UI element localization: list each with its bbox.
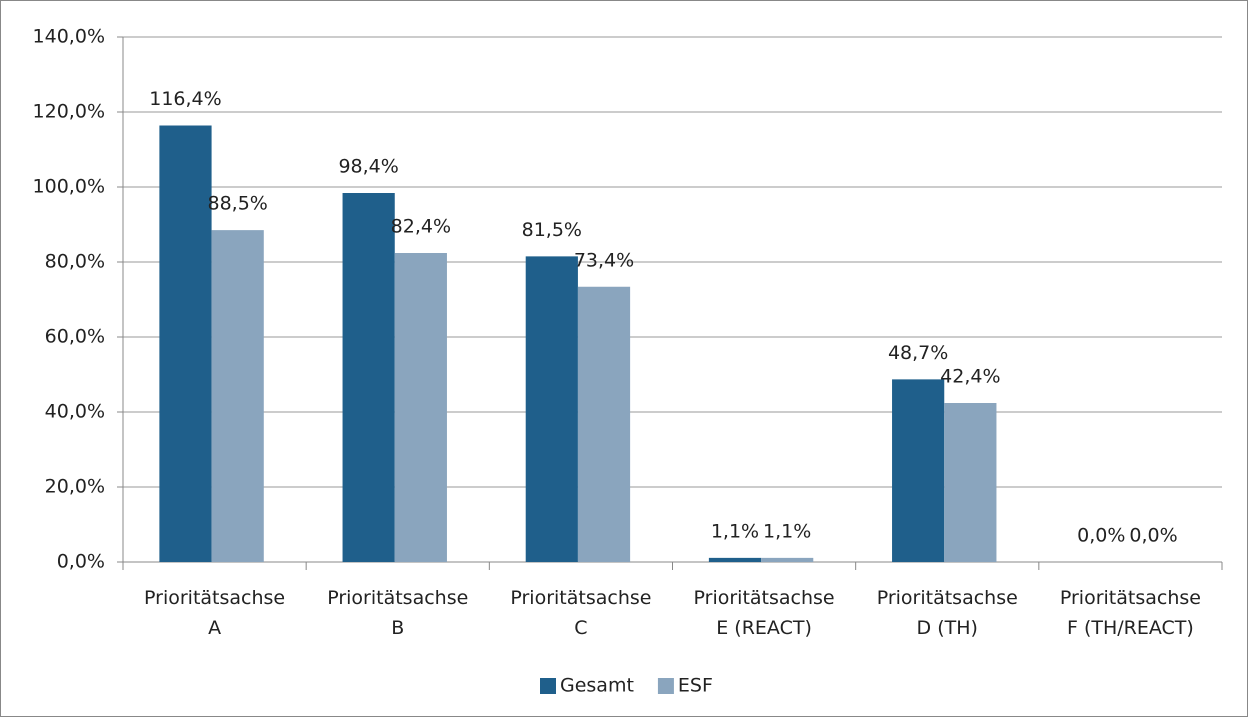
y-tick-label: 0,0% bbox=[57, 551, 105, 573]
value-label: 98,4% bbox=[338, 156, 398, 178]
value-label: 116,4% bbox=[149, 88, 221, 110]
value-label: 1,1% bbox=[763, 520, 811, 542]
value-label: 48,7% bbox=[888, 342, 948, 364]
bar bbox=[159, 125, 212, 562]
legend-swatch bbox=[657, 678, 674, 694]
x-tick-label: Prioritätsachse F (TH/REACT) bbox=[1060, 587, 1201, 639]
bar bbox=[708, 557, 762, 562]
legend-label: Gesamt bbox=[560, 675, 634, 697]
value-label: 0,0% bbox=[1077, 525, 1125, 547]
legend-swatch bbox=[540, 678, 556, 694]
bar bbox=[944, 403, 997, 562]
bar bbox=[525, 256, 578, 562]
x-tick-label: Prioritätsachse D (TH) bbox=[877, 587, 1018, 639]
bar bbox=[211, 230, 264, 562]
x-tick-label: Prioritätsachse A bbox=[144, 587, 285, 639]
bar bbox=[342, 193, 395, 562]
y-tick-label: 60,0% bbox=[45, 326, 105, 348]
y-tick-label: 20,0% bbox=[45, 476, 105, 498]
y-tick-label: 120,0% bbox=[33, 101, 105, 123]
legend-label: ESF bbox=[678, 675, 713, 697]
x-tick-label: Prioritätsachse E (REACT) bbox=[694, 587, 835, 639]
value-label: 81,5% bbox=[522, 219, 582, 241]
value-label: 82,4% bbox=[391, 216, 451, 238]
value-label: 0,0% bbox=[1129, 525, 1177, 547]
value-label: 88,5% bbox=[208, 193, 268, 215]
x-tick-label: Prioritätsachse B bbox=[327, 587, 468, 639]
value-label: 73,4% bbox=[574, 249, 634, 271]
value-label: 42,4% bbox=[940, 366, 1000, 388]
bar bbox=[892, 379, 945, 562]
x-tick-label: Prioritätsachse C bbox=[510, 587, 651, 639]
y-tick-label: 100,0% bbox=[33, 176, 105, 198]
bar bbox=[577, 286, 631, 562]
bar bbox=[761, 557, 814, 562]
value-label: 1,1% bbox=[711, 520, 759, 542]
y-tick-label: 140,0% bbox=[33, 26, 105, 48]
y-tick-label: 40,0% bbox=[45, 401, 105, 423]
y-tick-label: 80,0% bbox=[45, 251, 105, 273]
bar bbox=[394, 253, 447, 562]
